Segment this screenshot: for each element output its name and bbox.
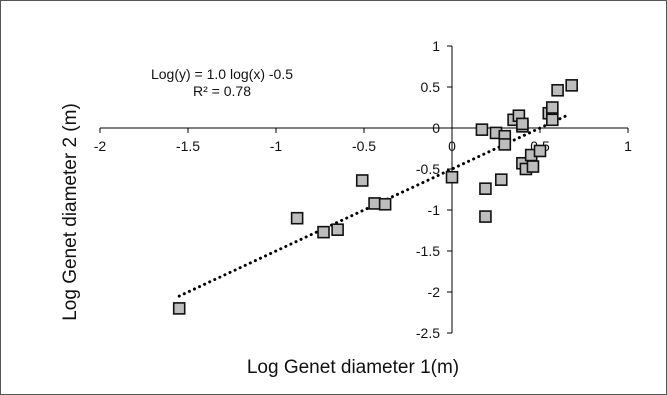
y-tick-label: -2 xyxy=(428,284,441,300)
data-point xyxy=(551,83,564,97)
data-point xyxy=(526,160,540,173)
data-point xyxy=(546,101,559,114)
data-point xyxy=(290,211,304,225)
y-tick-label: -2.5 xyxy=(416,325,440,341)
data-point xyxy=(479,210,492,223)
y-tick-label: -0.5 xyxy=(416,161,440,177)
y-tick-label: -1.5 xyxy=(416,243,440,259)
x-axis-label: Log Genet diameter 1(m) xyxy=(247,357,459,378)
data-point xyxy=(378,197,392,211)
x-tick-label: -2 xyxy=(94,138,107,154)
x-tick-label: -1.5 xyxy=(176,138,200,154)
r-squared-annotation: R² = 0.78 xyxy=(193,83,251,99)
data-point xyxy=(368,197,381,210)
y-tick-label: -1 xyxy=(428,202,441,218)
x-tick-label: 1 xyxy=(624,138,632,154)
data-point xyxy=(498,138,512,151)
data-point xyxy=(479,182,492,195)
data-point xyxy=(516,117,529,131)
data-point xyxy=(331,223,344,236)
data-point xyxy=(317,225,330,239)
axes: -2-1.5-1-0.500.5110.50-0.5-1-1.5-2-2.5 xyxy=(94,38,632,341)
data-point xyxy=(475,123,489,136)
data-point xyxy=(172,302,186,315)
data-point xyxy=(565,79,578,92)
x-tick-label: -1 xyxy=(270,138,283,154)
x-tick-label: 0 xyxy=(448,138,456,154)
x-tick-label: -0.5 xyxy=(352,138,376,154)
data-point xyxy=(533,144,547,158)
y-tick-label: 0.5 xyxy=(421,79,441,95)
data-points xyxy=(172,79,578,315)
equation-annotation: Log(y) = 1.0 log(x) -0.5 xyxy=(151,66,293,82)
data-point xyxy=(445,170,459,184)
y-tick-label: 0 xyxy=(432,120,440,136)
data-point xyxy=(546,113,559,127)
y-axis-label: Log Genet diameter 2 (m) xyxy=(60,103,81,321)
data-point xyxy=(355,174,369,187)
y-tick-label: 1 xyxy=(432,38,440,54)
data-point xyxy=(494,173,508,186)
